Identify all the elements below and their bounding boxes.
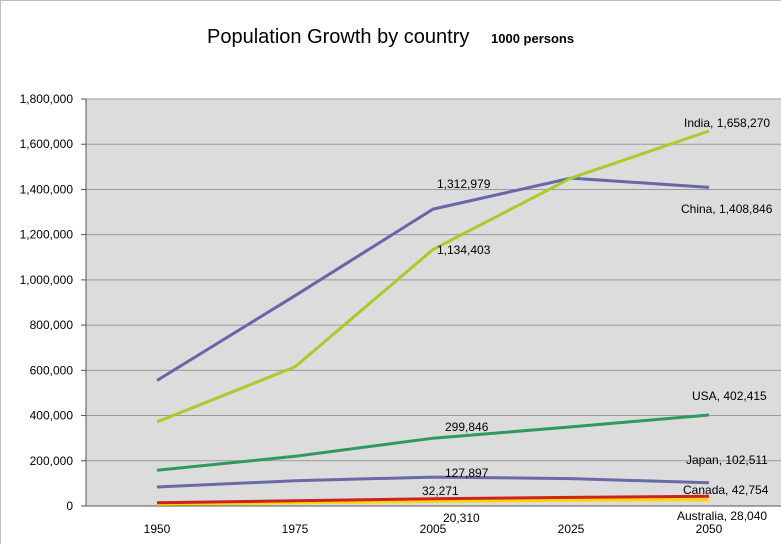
x-axis-ticks: 1950 1975 2005 2025 2050	[144, 522, 723, 536]
axes	[85, 99, 781, 507]
data-labels: 1,312,979 1,134,403 India, 1,658,270 China,…	[422, 116, 773, 525]
x-tick-label: 1950	[144, 522, 171, 536]
data-label-china: China, 1,408,846	[681, 202, 773, 216]
series-lines	[156, 129, 710, 506]
chart-title: Population Growth by country	[207, 26, 469, 48]
data-label-india: 1,134,403	[437, 243, 491, 257]
data-label-usa: 299,846	[445, 420, 489, 434]
y-tick-label: 1,000,000	[20, 273, 74, 287]
x-tick-label: 1975	[282, 522, 309, 536]
series-line-usa	[156, 413, 710, 472]
gridlines	[86, 98, 781, 462]
data-label-australia: 20,310	[443, 511, 480, 525]
data-label-canada: 32,271	[422, 484, 459, 498]
y-tick-label: 1,600,000	[20, 137, 74, 151]
series-line-india	[156, 129, 710, 424]
data-label-japan: Japan, 102,511	[686, 453, 768, 467]
x-tick-label: 2050	[696, 522, 723, 536]
y-tick-label: 200,000	[30, 454, 74, 468]
data-label-canada: Canada, 42,754	[683, 483, 769, 497]
y-tick-label: 0	[66, 499, 73, 513]
series-line-japan	[156, 475, 710, 489]
y-axis-ticks: 0 200,000 400,000 600,000 800,000 1,000,000 1,…	[20, 92, 86, 513]
data-label-japan: 127,897	[445, 466, 489, 480]
data-label-usa: USA, 402,415	[692, 389, 767, 403]
data-label-india: India, 1,658,270	[684, 116, 770, 130]
chart-subtitle: 1000 persons	[491, 31, 574, 46]
plot-area	[86, 99, 781, 506]
x-tick-label: 2005	[420, 522, 447, 536]
x-tick-label: 2025	[558, 522, 585, 536]
y-tick-label: 600,000	[30, 363, 74, 377]
series-line-australia	[156, 498, 710, 506]
y-tick-label: 1,800,000	[20, 92, 74, 106]
y-tick-label: 1,200,000	[20, 228, 74, 242]
y-tick-label: 400,000	[30, 409, 74, 423]
data-label-australia: Australia, 28,040	[677, 509, 767, 523]
y-tick-label: 800,000	[30, 318, 74, 332]
y-tick-label: 1,400,000	[20, 182, 74, 196]
series-line-canada	[156, 494, 710, 505]
data-label-china: 1,312,979	[437, 177, 491, 191]
series-line-china	[156, 176, 710, 382]
